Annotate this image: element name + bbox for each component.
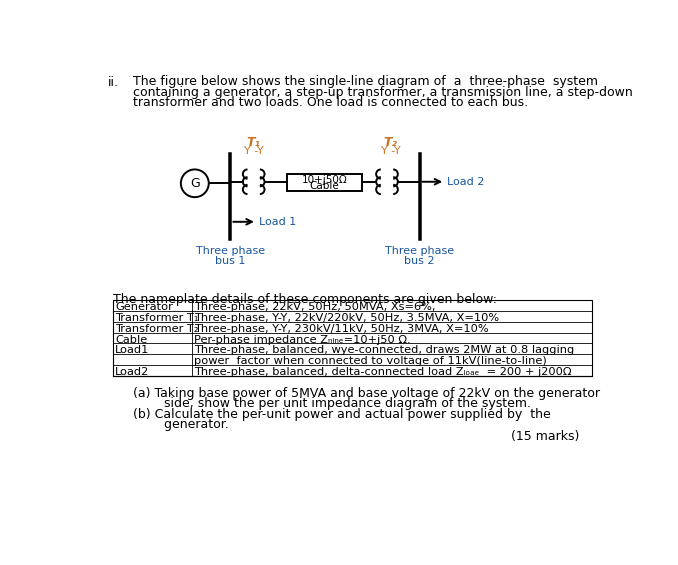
Text: Per-phase impedance Zₙₗₙₑ=10+j50 Ω.: Per-phase impedance Zₙₗₙₑ=10+j50 Ω. (194, 334, 411, 345)
Text: Three-phase, balanced, wye-connected, draws 2MW at 0.8 lagging: Three-phase, balanced, wye-connected, dr… (194, 345, 574, 355)
Text: Generator: Generator (115, 302, 173, 312)
Text: The figure below shows the single-line diagram of  a  three-phase  system: The figure below shows the single-line d… (133, 76, 598, 89)
Text: Load2: Load2 (115, 367, 149, 377)
Text: Three-phase, balanced, delta-connected load Zₗₒₐₑ  = 200 + j200Ω: Three-phase, balanced, delta-connected l… (194, 367, 572, 377)
Text: transformer and two loads. One load is connected to each bus.: transformer and two loads. One load is c… (133, 96, 528, 109)
Text: Three-phase, Y-Y, 22kV/220kV, 50Hz, 3.5MVA, X=10%: Three-phase, Y-Y, 22kV/220kV, 50Hz, 3.5M… (194, 313, 499, 323)
Text: Three-phase, 22kV, 50Hz, 50MVA, Xs=6%,: Three-phase, 22kV, 50Hz, 50MVA, Xs=6%, (194, 302, 435, 312)
Text: containing a generator, a step-up transformer, a transmission line, a step-down: containing a generator, a step-up transf… (133, 86, 633, 99)
Text: Cable: Cable (310, 181, 340, 192)
Text: (b) Calculate the per-unit power and actual power supplied by  the: (b) Calculate the per-unit power and act… (133, 408, 551, 421)
Text: Load 1: Load 1 (259, 217, 296, 227)
Text: Three phase: Three phase (196, 246, 265, 257)
Text: side, show the per unit impedance diagram of the system.: side, show the per unit impedance diagra… (144, 397, 531, 410)
Text: Load1: Load1 (115, 345, 149, 355)
Text: power  factor when connected to voltage of 11kV(line-to-line): power factor when connected to voltage o… (194, 356, 546, 366)
Text: G: G (190, 177, 200, 190)
Text: Load 2: Load 2 (447, 177, 485, 187)
Text: Transformer T₁: Transformer T₁ (115, 313, 199, 323)
Bar (287, 174, 362, 191)
Text: bus 1: bus 1 (215, 257, 245, 267)
Bar (113, 301, 592, 376)
Text: bus 2: bus 2 (404, 257, 435, 267)
Text: (a) Taking base power of 5MVA and base voltage of 22kV on the generator: (a) Taking base power of 5MVA and base v… (133, 386, 600, 399)
Text: Transformer T₂: Transformer T₂ (115, 324, 199, 334)
Text: The nameplate details of these components are given below:: The nameplate details of these component… (113, 293, 497, 306)
Text: Three-phase, Y-Y, 230kV/11kV, 50Hz, 3MVA, X=10%: Three-phase, Y-Y, 230kV/11kV, 50Hz, 3MVA… (194, 324, 489, 334)
Text: T₂: T₂ (384, 136, 398, 149)
Text: 10+j50Ω: 10+j50Ω (302, 175, 348, 185)
Text: Y -Y: Y -Y (244, 146, 264, 155)
Text: generator.: generator. (144, 418, 228, 431)
Text: T₁: T₁ (247, 136, 261, 149)
Text: ii.: ii. (108, 76, 119, 89)
Text: (15 marks): (15 marks) (511, 430, 579, 443)
Text: Y -Y: Y -Y (381, 146, 401, 155)
Text: Three phase: Three phase (385, 246, 454, 257)
Text: Cable: Cable (115, 334, 147, 345)
